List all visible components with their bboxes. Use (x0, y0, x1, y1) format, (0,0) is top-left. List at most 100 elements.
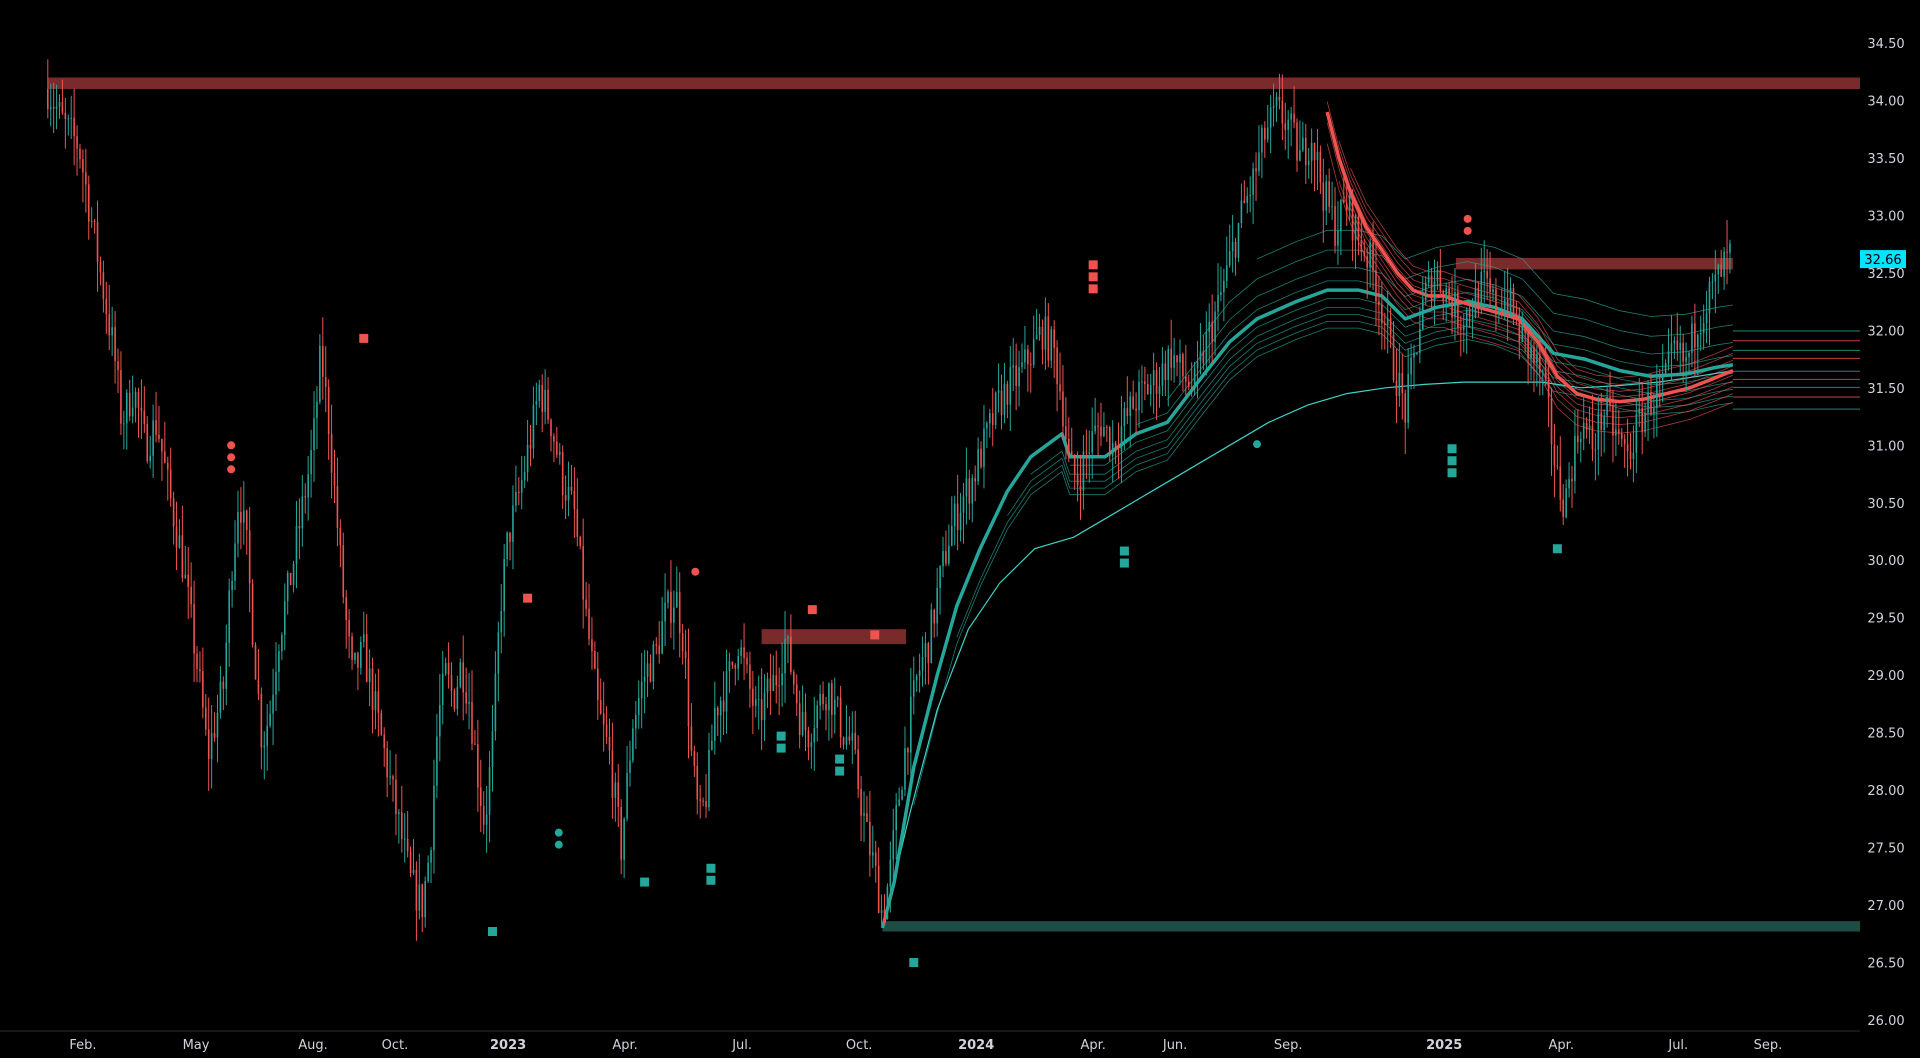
candle-body (1182, 354, 1184, 377)
candle-body (836, 697, 839, 700)
thick-teal-line (880, 288, 1734, 929)
candle-body (629, 760, 631, 774)
candle-body (1410, 357, 1412, 375)
red-band-line (1350, 187, 1734, 398)
candle-body (989, 412, 991, 424)
candle-body (1609, 397, 1611, 406)
candle-body (187, 574, 190, 587)
signal-circle-marker (227, 453, 236, 462)
candle-body (254, 644, 257, 680)
candle-body (368, 668, 371, 682)
candle-body (635, 714, 637, 729)
teal-band-line (1202, 249, 1733, 337)
signal-square-marker (835, 754, 845, 764)
teal-band-line (1256, 229, 1733, 317)
y-axis[interactable]: 34.50 34.00 33.50 33.00 32.50 32.00 31.50 31.00… (1867, 37, 1904, 1029)
candle-body (523, 471, 526, 481)
candle-body (1620, 433, 1623, 440)
candle-body (319, 345, 321, 402)
candle-body (719, 700, 722, 716)
candle-body (1547, 380, 1550, 398)
candle-body (731, 661, 734, 666)
candle-body (166, 462, 169, 470)
candle-body (164, 451, 166, 463)
candle-body (962, 496, 965, 513)
candle-body (1653, 407, 1655, 414)
candle-body (769, 678, 772, 691)
candle-body (728, 661, 731, 671)
candle-body (1667, 351, 1670, 364)
candle-body (403, 838, 406, 840)
candle-body (333, 472, 336, 486)
candle-body (444, 662, 447, 674)
candle-body (1495, 289, 1497, 315)
candle-body (1041, 326, 1044, 350)
candle-body (690, 726, 693, 751)
candle-body (1682, 342, 1684, 362)
candle-body (1155, 370, 1158, 395)
candle-body (1568, 478, 1570, 489)
candle-body (1088, 452, 1091, 454)
candle-body (1448, 288, 1450, 301)
x-axis[interactable]: Feb. May Aug. Oct. 2023 Apr. Jul. Oct. 2024 Apr. J… (0, 1030, 1860, 1053)
candle-body (96, 221, 99, 262)
candle-body (1647, 392, 1649, 413)
signal-square-marker (909, 958, 919, 968)
candle-body (99, 261, 102, 273)
y-tick-label: 34.50 (1867, 37, 1904, 52)
candle-body (763, 692, 766, 721)
signal-circle-marker (1253, 440, 1262, 449)
candle-body (705, 800, 707, 808)
candle-body (313, 418, 315, 451)
candle-body (696, 765, 699, 800)
candle-body (433, 785, 435, 851)
candle-body (248, 530, 251, 584)
candle-body (518, 491, 520, 493)
candle-body (1228, 251, 1231, 266)
y-tick-label: 30.00 (1867, 554, 1904, 569)
candle-body (1559, 466, 1562, 500)
candle-body (52, 107, 55, 109)
candle-body (1489, 278, 1491, 293)
candle-body (1106, 426, 1108, 428)
candle-body (556, 441, 558, 455)
candle-body (1334, 206, 1336, 246)
candle-body (869, 821, 871, 856)
y-tick-label: 33.00 (1867, 209, 1904, 224)
candle-body (1357, 216, 1360, 241)
candle-body (193, 604, 195, 654)
candle-body (178, 535, 181, 548)
candle-body (234, 543, 236, 581)
candle-body (360, 641, 362, 668)
candle-body (1723, 251, 1725, 277)
candle-body (863, 813, 865, 816)
candle-body (1416, 353, 1418, 355)
candle-body (1565, 488, 1567, 518)
candle-body (1462, 326, 1465, 330)
x-tick-label: 2023 (490, 1038, 526, 1053)
candle-body (579, 536, 582, 547)
candle-body (1720, 264, 1722, 277)
candle-body (1544, 370, 1547, 381)
candle-body (1574, 435, 1576, 482)
candle-body (488, 767, 491, 815)
signal-square-marker (1447, 468, 1457, 478)
candle-body (512, 505, 514, 542)
candle-body (702, 800, 704, 802)
candle-body (298, 525, 301, 529)
candle-body (1579, 438, 1582, 443)
signal-circle-marker (1463, 226, 1472, 235)
candle-body (1284, 123, 1287, 130)
candle-body (462, 662, 465, 693)
candle-body (491, 731, 494, 768)
candle-body (1702, 323, 1705, 334)
candle-body (49, 107, 52, 110)
y-tick-label: 32.50 (1867, 267, 1904, 282)
candle-body (918, 670, 921, 677)
candle-body (965, 478, 968, 497)
candle-body (1348, 195, 1351, 211)
candle-body (1419, 329, 1421, 354)
candle-body (1085, 451, 1088, 453)
